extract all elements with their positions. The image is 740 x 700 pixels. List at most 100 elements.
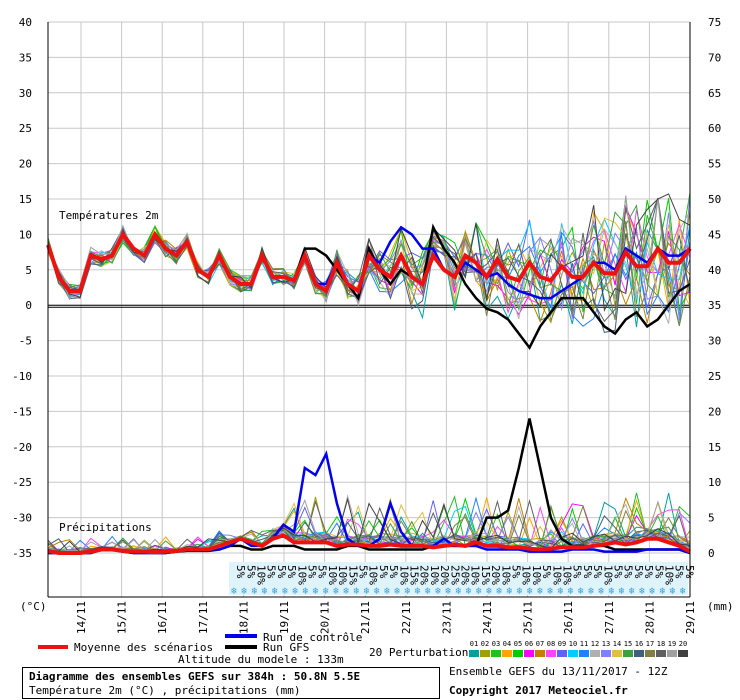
pert-number: 16: [635, 640, 643, 648]
snow-flake-icon: ❄: [486, 586, 493, 597]
pert-swatch: [535, 650, 545, 657]
x-tick-label: 28/11: [643, 601, 656, 634]
snow-flake-icon: ❄: [384, 586, 391, 597]
y-tick-right: 45: [708, 228, 721, 241]
series-mean-temp-line: [46, 230, 692, 295]
pert-number: 13: [602, 640, 610, 648]
snow-flake-icon: ❄: [333, 586, 340, 597]
pert-swatch: [557, 650, 567, 657]
snow-flake-icon: ❄: [517, 586, 524, 597]
pert-swatch: [579, 650, 589, 657]
pert-number: 11: [580, 640, 588, 648]
x-tick-label: 25/11: [522, 601, 535, 634]
snow-flake-icon: ❄: [639, 586, 646, 597]
x-tick-label: 29/11: [684, 601, 697, 634]
pert-number: 15: [624, 640, 632, 648]
tick-labels: 4035302520151050-5-10-15-20-25-30-357570…: [12, 16, 721, 634]
y-tick-right: 55: [708, 158, 721, 171]
snow-prob-label: 5%: [316, 565, 329, 579]
snow-prob-label: 15%: [346, 565, 359, 585]
snow-prob-label: 10%: [530, 565, 543, 585]
y-tick-left: 25: [19, 122, 32, 135]
pert-swatch: [513, 650, 523, 657]
pert-swatch: [590, 650, 600, 657]
snow-prob-label: 20%: [418, 565, 431, 585]
snow-band-bg: [229, 562, 688, 595]
snow-prob-label: 10%: [550, 565, 563, 585]
y-tick-left: 35: [19, 51, 32, 64]
y-tick-left: 15: [19, 193, 32, 206]
snow-flake-icon: ❄: [578, 586, 585, 597]
snow-flake-icon: ❄: [659, 586, 666, 597]
snow-prob-label: 5%: [652, 565, 665, 579]
snow-flake-icon: ❄: [455, 586, 462, 597]
perturbation-color-legend: 01 02 03 04 05 06 07 08 09 10 11 12 13 14 15 16 17 18 19 20: [469, 640, 688, 657]
snow-flake-icon: ❄: [353, 586, 360, 597]
snow-prob-label: 5%: [581, 565, 594, 579]
snow-flake-icon: ❄: [272, 586, 279, 597]
pert-number: 10: [569, 640, 577, 648]
snow-prob-label: 5%: [275, 565, 288, 579]
y-tick-left: -5: [19, 335, 32, 348]
snow-prob-label: 10%: [397, 565, 410, 585]
snow-prob-label: 10%: [428, 565, 441, 585]
snow-prob-label: 15%: [479, 565, 492, 585]
pert-swatch: [480, 650, 490, 657]
main-lines: [46, 223, 692, 555]
pert-number: 07: [536, 640, 544, 648]
snow-prob-label: 10%: [520, 565, 533, 585]
pert-swatch: [491, 650, 501, 657]
x-tick-label: 19/11: [278, 601, 291, 634]
snow-prob-label: 5%: [377, 565, 390, 579]
pert-number: 02: [481, 640, 489, 648]
legend: Moyenne des scénarios Run de contrôle Ru…: [38, 631, 688, 666]
pert-swatch: [656, 650, 666, 657]
snow-flake-icon: ❄: [251, 586, 258, 597]
perturbation-18-precip-line: [47, 498, 691, 553]
snow-flake-icon: ❄: [547, 586, 554, 597]
snow-flake-icon: ❄: [425, 586, 432, 597]
pert-number: 18: [657, 640, 665, 648]
snow-flake-icon: ❄: [415, 586, 422, 597]
snow-prob-label: 10%: [255, 565, 268, 585]
snow-prob-label: 5%: [591, 565, 604, 579]
x-tick-label: 27/11: [603, 601, 616, 634]
y-tick-right: 30: [708, 335, 721, 348]
unit-right: (mm): [707, 600, 734, 613]
ensemble-run-label: Ensemble GEFS du 13/11/2017 - 12Z: [449, 665, 668, 678]
snow-flake-icon: ❄: [394, 586, 401, 597]
precip-panel-label: Précipitations: [59, 521, 152, 534]
y-tick-right: 25: [708, 370, 721, 383]
snow-prob-label: 10%: [336, 565, 349, 585]
pert-number: 12: [591, 640, 599, 648]
y-tick-right: 20: [708, 405, 721, 418]
snow-prob-label: 5%: [642, 565, 655, 579]
chart-title: Diagramme des ensembles GEFS sur 384h : …: [29, 670, 361, 683]
snow-prob-label: 20%: [489, 565, 502, 585]
pert-swatch: [623, 650, 633, 657]
x-tick-label: 20/11: [319, 601, 332, 634]
pert-swatch: [601, 650, 611, 657]
x-tick-label: 21/11: [359, 601, 372, 634]
snow-flake-icon: ❄: [445, 586, 452, 597]
snow-flake-icon: ❄: [466, 586, 473, 597]
snow-prob-label: 5%: [265, 565, 278, 579]
snow-prob-label: 10%: [295, 565, 308, 585]
snow-prob-label: 5%: [571, 565, 584, 579]
y-tick-left: 10: [19, 228, 32, 241]
snow-prob-label: 10%: [326, 565, 339, 585]
x-tick-label: 17/11: [197, 601, 210, 634]
snow-prob-label: 5%: [306, 565, 319, 579]
snow-prob-label: 10%: [561, 565, 574, 585]
snow-flake-icon: ❄: [302, 586, 309, 597]
snow-flake-icon: ❄: [527, 586, 534, 597]
x-tick-label: 24/11: [481, 601, 494, 634]
snow-flake-icon: ❄: [619, 586, 626, 597]
snow-prob-label: 5%: [357, 565, 370, 579]
y-tick-right: 75: [708, 16, 721, 29]
series-mean-precip-line: [47, 533, 691, 555]
pert-swatch: [546, 650, 556, 657]
snow-prob-label: 5%: [540, 565, 553, 579]
snow-flake-icon: ❄: [435, 586, 442, 597]
pert-number: 20: [679, 640, 687, 648]
